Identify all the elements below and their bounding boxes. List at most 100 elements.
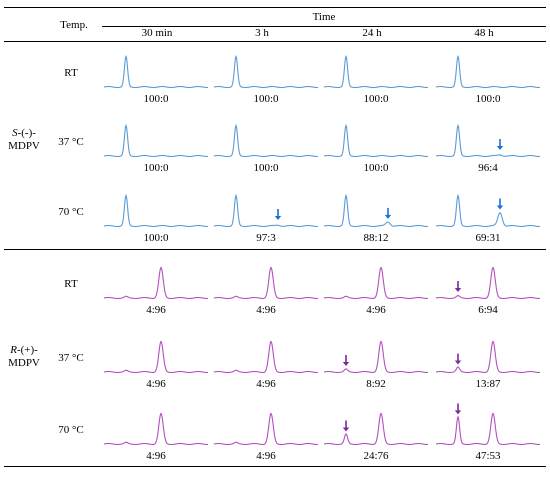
chromatogram-trace bbox=[213, 340, 319, 374]
chromatogram-plot bbox=[435, 54, 541, 89]
chromatogram-plot bbox=[103, 266, 209, 300]
ratio-label: 97:3 bbox=[256, 232, 276, 244]
chromatogram-plot bbox=[213, 123, 319, 158]
chromatogram-trace bbox=[323, 266, 429, 300]
chromatogram-cell bbox=[213, 120, 319, 160]
ratio-label: 100:0 bbox=[363, 93, 389, 105]
ratio-label: 4:96 bbox=[146, 304, 166, 316]
chromatogram-cell bbox=[213, 190, 319, 230]
chromatogram-plot bbox=[103, 340, 209, 374]
group-r-suffix: -(+)- bbox=[16, 344, 38, 356]
chromatogram-plot bbox=[435, 266, 541, 300]
ratio-label: 69:31 bbox=[475, 232, 501, 244]
chromatogram-cell bbox=[213, 336, 319, 376]
chromatogram-plot bbox=[103, 54, 209, 89]
chromatogram-plot bbox=[323, 340, 429, 374]
ratio-label: 8:92 bbox=[366, 378, 386, 390]
chromatogram-plot bbox=[435, 403, 541, 446]
chromatogram-cell bbox=[323, 262, 429, 302]
chromatogram-plot bbox=[103, 193, 209, 228]
col-header-3h: 3 h bbox=[255, 27, 269, 39]
chromatogram-plot bbox=[213, 340, 319, 374]
chromatogram-cell bbox=[323, 336, 429, 376]
ratio-label: 13:87 bbox=[475, 378, 501, 390]
ratio-label: 4:96 bbox=[366, 304, 386, 316]
temp-label-s-37: 37 °C bbox=[58, 136, 84, 148]
group-s-line2: MDPV bbox=[8, 140, 40, 152]
group-r-line2: MDPV bbox=[8, 357, 40, 369]
chromatogram-cell bbox=[435, 120, 541, 160]
chromatogram-plot bbox=[435, 340, 541, 374]
chromatogram-cell bbox=[435, 262, 541, 302]
chromatogram-plot bbox=[213, 193, 319, 228]
chromatogram-trace bbox=[103, 412, 209, 446]
chromatogram-trace bbox=[323, 193, 429, 228]
chromatogram-plot bbox=[435, 123, 541, 158]
ratio-label: 4:96 bbox=[256, 450, 276, 462]
ratio-label: 100:0 bbox=[143, 232, 169, 244]
chromatogram-cell bbox=[323, 51, 429, 91]
chromatogram-trace bbox=[323, 123, 429, 158]
minor-peak-arrow bbox=[454, 403, 462, 415]
ratio-label: 100:0 bbox=[253, 162, 279, 174]
chromatogram-trace bbox=[103, 54, 209, 89]
chromatogram-trace bbox=[213, 193, 319, 228]
chromatogram-cell bbox=[213, 408, 319, 448]
ratio-label: 4:96 bbox=[146, 450, 166, 462]
chromatogram-trace bbox=[435, 123, 541, 158]
bottom-rule bbox=[4, 466, 546, 467]
chromatogram-trace bbox=[103, 193, 209, 228]
minor-peak-arrow bbox=[274, 209, 282, 220]
group-rule bbox=[4, 249, 546, 250]
temp-label-s-70: 70 °C bbox=[58, 206, 84, 218]
chromatogram-cell bbox=[323, 190, 429, 230]
temp-label-r-70: 70 °C bbox=[58, 424, 84, 436]
ratio-label: 4:96 bbox=[256, 304, 276, 316]
chromatogram-cell bbox=[323, 120, 429, 160]
ratio-label: 100:0 bbox=[475, 93, 501, 105]
group-s-prefix: S bbox=[12, 127, 18, 139]
chromatogram-trace bbox=[323, 54, 429, 89]
chromatogram-trace bbox=[323, 340, 429, 374]
ratio-label: 47:53 bbox=[475, 450, 501, 462]
chromatogram-plot bbox=[213, 54, 319, 89]
chromatogram-cell bbox=[435, 190, 541, 230]
chromatogram-trace bbox=[103, 266, 209, 300]
chromatogram-plot bbox=[323, 412, 429, 446]
chromatogram-plot bbox=[213, 266, 319, 300]
ratio-label: 100:0 bbox=[143, 162, 169, 174]
chromatogram-cell bbox=[103, 336, 209, 376]
minor-peak-arrow bbox=[342, 355, 350, 366]
minor-peak-arrow bbox=[496, 139, 504, 150]
minor-peak-arrow bbox=[496, 198, 504, 210]
minor-peak-arrow bbox=[454, 353, 462, 365]
chromatogram-cell bbox=[103, 120, 209, 160]
group-label-s-mdpv: S-(-)- MDPV bbox=[4, 127, 44, 153]
top-rule bbox=[4, 7, 546, 8]
chromatogram-cell bbox=[323, 408, 429, 448]
chromatogram-cell bbox=[103, 51, 209, 91]
chromatogram-plot bbox=[323, 123, 429, 158]
group-s-suffix: -(-)- bbox=[17, 127, 36, 139]
chromatogram-trace bbox=[213, 123, 319, 158]
group-r-prefix: R bbox=[10, 344, 17, 356]
chromatogram-cell bbox=[435, 403, 541, 448]
chromatogram-trace bbox=[213, 266, 319, 300]
ratio-label: 100:0 bbox=[143, 93, 169, 105]
chromatogram-trace bbox=[323, 412, 429, 446]
chromatogram-plot bbox=[103, 123, 209, 158]
chromatogram-cell bbox=[213, 262, 319, 302]
temp-label-r-rt: RT bbox=[64, 278, 78, 290]
chromatogram-plot bbox=[323, 266, 429, 300]
ratio-label: 100:0 bbox=[253, 93, 279, 105]
chromatogram-plot bbox=[435, 193, 541, 228]
time-header: Time bbox=[312, 11, 336, 23]
chromatogram-trace bbox=[213, 54, 319, 89]
chromatogram-trace bbox=[103, 123, 209, 158]
chromatogram-trace bbox=[435, 266, 541, 300]
temp-header: Temp. bbox=[60, 19, 88, 31]
group-label-r-mdpv: R-(+)- MDPV bbox=[4, 344, 44, 370]
minor-peak-arrow bbox=[454, 281, 462, 292]
ratio-label: 24:76 bbox=[363, 450, 389, 462]
chromatogram-plot bbox=[103, 412, 209, 446]
